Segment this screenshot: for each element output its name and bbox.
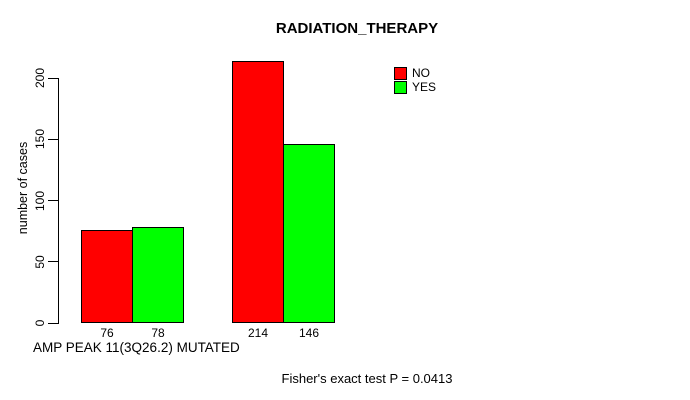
- y-axis-tick: [48, 200, 58, 201]
- y-axis-line: [58, 78, 59, 324]
- y-axis-tick-label: 0: [33, 319, 47, 327]
- legend: NO YES: [394, 66, 436, 94]
- legend-label: YES: [412, 80, 437, 94]
- y-axis-tick: [48, 322, 58, 324]
- y-axis-label: number of cases: [16, 141, 30, 235]
- bar-value-label: 76: [100, 326, 114, 340]
- chart-title: RADIATION_THERAPY: [275, 20, 439, 37]
- bar-no: [232, 61, 284, 323]
- legend-swatch-no: [394, 66, 407, 80]
- y-axis-tick-label: 200: [33, 67, 47, 89]
- stat-annotation: Fisher's exact test P = 0.0413: [281, 371, 453, 386]
- y-axis-tick-label: 150: [33, 129, 47, 150]
- bar-yes: [132, 227, 184, 323]
- y-axis-tick: [48, 138, 58, 140]
- y-axis-tick-label: 50: [33, 255, 47, 269]
- bar-value-label: 146: [298, 326, 320, 340]
- bar-no: [81, 230, 133, 323]
- legend-label: NO: [412, 66, 430, 80]
- x-axis-label: AMP PEAK 11(3Q26.2) MUTATED: [33, 340, 240, 355]
- bar-value-label: 78: [151, 326, 165, 340]
- legend-swatch-yes: [394, 80, 407, 94]
- y-axis-tick: [48, 261, 58, 263]
- bar-value-label: 214: [247, 326, 269, 340]
- y-axis-tick-label: 100: [33, 190, 47, 211]
- legend-item-no: NO: [394, 66, 436, 80]
- legend-item-yes: YES: [394, 80, 436, 94]
- y-axis-tick: [48, 77, 58, 79]
- bar-yes: [283, 144, 335, 323]
